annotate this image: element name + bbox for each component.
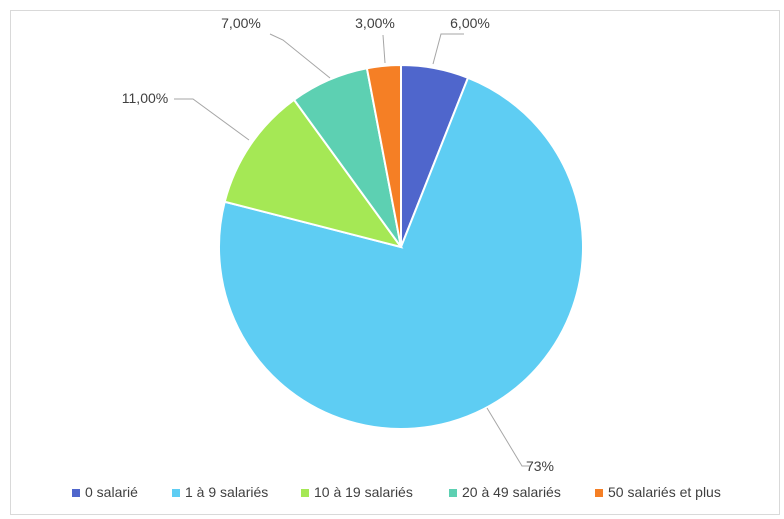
legend-item-2: 1 à 9 salariés <box>172 484 268 500</box>
legend-item-4: 20 à 49 salariés <box>449 484 561 500</box>
legend-label-3: 10 à 19 salariés <box>314 484 413 500</box>
legend-item-1: 0 salarié <box>72 484 138 500</box>
data-label-3: 11,00% <box>122 90 168 106</box>
data-labels: 6,00% 73% 11,00% 7,00% 3,00% <box>122 15 554 474</box>
legend-swatch-2 <box>172 489 180 497</box>
legend-label-5: 50 salariés et plus <box>608 484 721 500</box>
legend-swatch-4 <box>449 489 457 497</box>
legend-label-4: 20 à 49 salariés <box>462 484 561 500</box>
legend: 0 salarié 1 à 9 salariés 10 à 19 salariés 2… <box>72 484 721 500</box>
legend-swatch-1 <box>72 489 80 497</box>
legend-item-3: 10 à 19 salariés <box>301 484 413 500</box>
leader-line-3 <box>174 98 250 141</box>
data-label-4: 7,00% <box>221 15 261 31</box>
pie-slice-3 <box>223 98 404 249</box>
legend-swatch-3 <box>301 489 309 497</box>
leader-lines <box>174 33 530 467</box>
pie-slice-5 <box>365 63 402 248</box>
legend-label-1: 0 salarié <box>85 484 138 500</box>
leader-line-5 <box>382 34 386 64</box>
legend-label-2: 1 à 9 salariés <box>185 484 268 500</box>
data-label-2: 73% <box>526 458 554 474</box>
data-label-5: 3,00% <box>355 15 395 31</box>
data-label-1: 6,00% <box>450 15 490 31</box>
pie-slice-2 <box>218 76 584 430</box>
leader-line-4 <box>269 33 331 79</box>
pie-slices <box>218 63 584 430</box>
legend-item-5: 50 salariés et plus <box>595 484 721 500</box>
leader-line-2 <box>486 407 530 467</box>
legend-swatch-5 <box>595 489 603 497</box>
leader-line-1 <box>432 33 464 65</box>
